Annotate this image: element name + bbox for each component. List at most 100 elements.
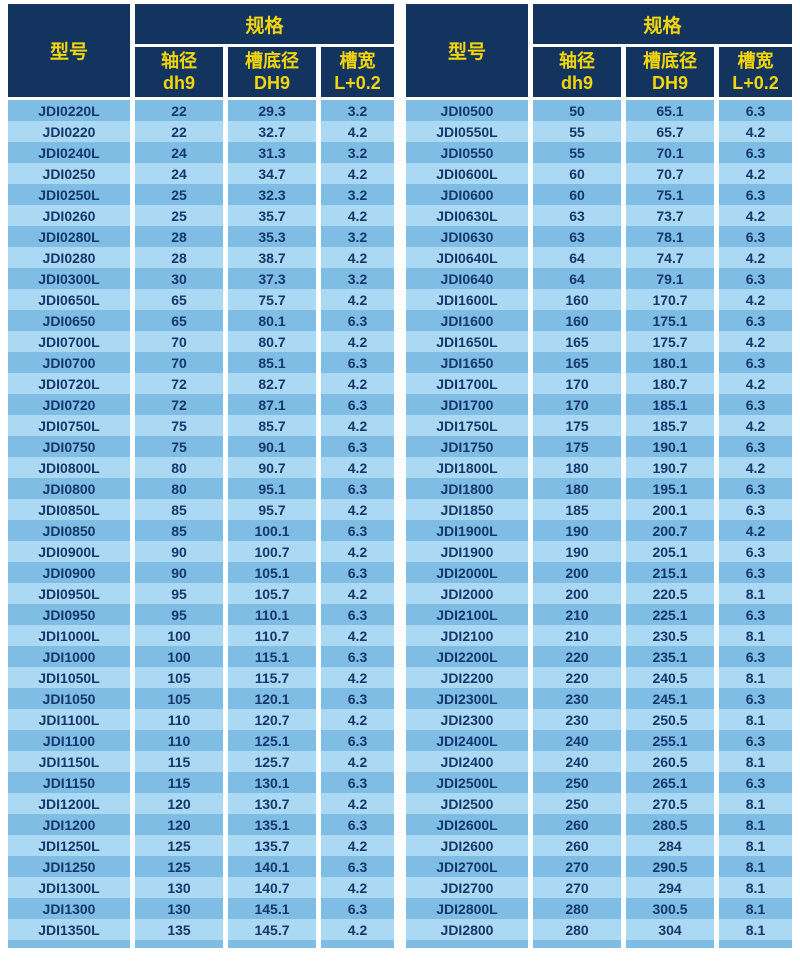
partial-row-strip [8,940,394,948]
value-cell: 4.2 [321,331,394,352]
value-cell: 32.3 [228,184,316,205]
column-label: 槽底径 [643,51,697,71]
value-cell: 165 [533,352,621,373]
value-cell: 4.2 [719,415,792,436]
model-cell: JDI1700L [406,373,528,394]
model-cell: JDI0600L [406,163,528,184]
value-cell: 34.7 [228,163,316,184]
value-cell: 35.7 [228,205,316,226]
value-cell: 95.7 [228,499,316,520]
model-cell: JDI0500 [406,100,528,121]
model-cell: JDI0300L [8,268,130,289]
value-cell: 225.1 [626,604,714,625]
value-cell: 70.1 [626,142,714,163]
value-cell: 90 [135,541,223,562]
value-cell: 294 [626,877,714,898]
table-row: JDI0280L 28 35.3 3.2 [8,226,394,247]
spec-table-right: 型号 规格 轴径 dh9 槽底径 DH9 槽宽 L+0.2 [406,4,792,948]
value-cell: 4.2 [321,121,394,142]
value-cell: 110 [135,709,223,730]
value-cell: 4.2 [321,919,394,940]
value-cell: 255.1 [626,730,714,751]
table-row: JDI2300L 230 245.1 6.3 [406,688,792,709]
value-cell: 64 [533,247,621,268]
value-cell: 90.7 [228,457,316,478]
value-cell: 4.2 [321,205,394,226]
value-cell: 64 [533,268,621,289]
model-cell: JDI0720L [8,373,130,394]
model-cell: JDI0630L [406,205,528,226]
value-cell: 135 [135,919,223,940]
value-cell: 210 [533,604,621,625]
value-cell: 4.2 [719,121,792,142]
table-row: JDI1000 100 115.1 6.3 [8,646,394,667]
table-row: JDI1100 110 125.1 6.3 [8,730,394,751]
value-cell: 8.1 [719,835,792,856]
value-cell: 240 [533,751,621,772]
value-cell: 6.3 [719,646,792,667]
value-cell: 75.7 [228,289,316,310]
value-cell: 80 [135,457,223,478]
value-cell: 6.3 [321,352,394,373]
value-cell: 6.3 [321,394,394,415]
value-cell: 250 [533,772,621,793]
model-cell: JDI0900 [8,562,130,583]
value-cell: 105.1 [228,562,316,583]
model-cell: JDI1250L [8,835,130,856]
value-cell: 90 [135,562,223,583]
model-cell: JDI2500L [406,772,528,793]
value-cell: 130 [135,898,223,919]
value-cell: 160 [533,289,621,310]
value-cell: 120 [135,793,223,814]
value-cell: 190.1 [626,436,714,457]
value-cell: 4.2 [321,499,394,520]
model-cell: JDI0700L [8,331,130,352]
table-row: JDI0300L 30 37.3 3.2 [8,268,394,289]
value-cell: 6.3 [321,310,394,331]
column-sublabel: dh9 [560,73,593,93]
table-row: JDI0800L 80 90.7 4.2 [8,457,394,478]
value-cell: 140.1 [228,856,316,877]
value-cell: 270 [533,877,621,898]
value-cell: 28 [135,226,223,247]
value-cell: 260 [533,814,621,835]
model-cell: JDI1050 [8,688,130,709]
model-cell: JDI0700 [8,352,130,373]
value-cell: 32.7 [228,121,316,142]
value-cell: 6.3 [719,436,792,457]
value-cell: 4.2 [719,163,792,184]
model-cell: JDI0630 [406,226,528,247]
model-cell: JDI1350L [8,919,130,940]
table-row: JDI1200L 120 130.7 4.2 [8,793,394,814]
value-cell: 100 [135,625,223,646]
model-cell: JDI1250 [8,856,130,877]
value-cell: 4.2 [321,877,394,898]
value-cell: 22 [135,121,223,142]
table-row: JDI0950L 95 105.7 4.2 [8,583,394,604]
column-label: 槽宽 [339,51,376,71]
table-row: JDI0640 64 79.1 6.3 [406,268,792,289]
value-cell: 4.2 [321,457,394,478]
table-row: JDI2500L 250 265.1 6.3 [406,772,792,793]
groove-width-column-header: 槽宽 L+0.2 [719,47,792,97]
table-row: JDI1850 185 200.1 6.3 [406,499,792,520]
value-cell: 4.2 [321,583,394,604]
value-cell: 250.5 [626,709,714,730]
table-row: JDI1250 125 140.1 6.3 [8,856,394,877]
model-cell: JDI2600 [406,835,528,856]
value-cell: 125 [135,835,223,856]
value-cell: 4.2 [719,373,792,394]
value-cell: 120.1 [228,688,316,709]
table-row: JDI2100L 210 225.1 6.3 [406,604,792,625]
value-cell: 95.1 [228,478,316,499]
table-row: JDI0630 63 78.1 6.3 [406,226,792,247]
model-cell: JDI0550L [406,121,528,142]
value-cell: 72 [135,394,223,415]
model-cell: JDI2200 [406,667,528,688]
value-cell: 304 [626,919,714,940]
table-row: JDI0240L 24 31.3 3.2 [8,142,394,163]
table-row: JDI0800 80 95.1 6.3 [8,478,394,499]
value-cell: 4.2 [321,247,394,268]
value-cell: 175.1 [626,310,714,331]
value-cell: 245.1 [626,688,714,709]
